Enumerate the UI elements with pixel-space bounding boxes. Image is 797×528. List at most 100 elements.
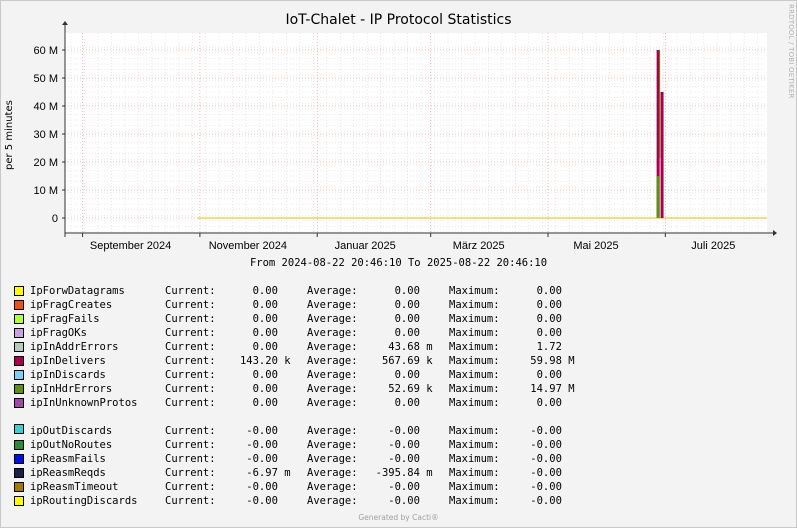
legend-maximum-value: 14.97 M	[505, 383, 575, 395]
legend-average-label: Average:	[307, 439, 358, 451]
generated-by-footer: Generated by Cacti®	[358, 513, 439, 522]
legend-current-value: -6.97 m	[221, 467, 291, 479]
chart-title: IoT-Chalet - IP Protocol Statistics	[285, 12, 512, 28]
x-axis-arrow	[773, 230, 777, 236]
legend-average-value: 0.00	[363, 327, 420, 339]
legend-maximum-label: Maximum:	[449, 481, 500, 493]
legend-series-name: ipOutDiscards	[30, 425, 113, 437]
spike-ipInDelivers	[656, 50, 660, 218]
y-tick-label: 50 M	[34, 73, 58, 85]
legend-current-label: Current:	[165, 327, 216, 339]
x-tick-label: September 2024	[90, 240, 171, 252]
legend-maximum-value: 0.00	[505, 369, 562, 381]
legend-series-name: ipFragCreates	[30, 299, 113, 311]
legend-current-label: Current:	[165, 369, 216, 381]
legend-current-label: Current:	[165, 355, 216, 367]
legend-current-value: 0.00	[221, 369, 278, 381]
legend-swatch	[14, 300, 24, 310]
legend-current-value: -0.00	[221, 495, 278, 507]
legend-average-label: Average:	[307, 313, 358, 325]
legend-average-label: Average:	[307, 369, 358, 381]
x-tick-label: Januar 2025	[335, 240, 396, 252]
legend-current-label: Current:	[165, 425, 216, 437]
legend-current-label: Current:	[165, 383, 216, 395]
legend-maximum-value: -0.00	[505, 425, 562, 437]
legend-average-value: 0.00	[363, 397, 420, 409]
legend-current-label: Current:	[165, 299, 216, 311]
chart-plot: 0 10 M 20 M 30 M 40 M 50 M 60 M September 2024 N…	[34, 21, 777, 252]
legend-current-label: Current:	[165, 341, 216, 353]
legend-maximum-label: Maximum:	[449, 369, 500, 381]
legend-current-label: Current:	[165, 453, 216, 465]
legend-series-name: ipInHdrErrors	[30, 383, 113, 395]
legend-maximum-label: Maximum:	[449, 313, 500, 325]
x-tick-label: November 2024	[209, 240, 287, 252]
legend-maximum-value: -0.00	[505, 439, 562, 451]
legend-maximum-label: Maximum:	[449, 327, 500, 339]
legend-series-name: ipRoutingDiscards	[30, 495, 138, 507]
legend-swatch	[14, 314, 24, 324]
legend-average-label: Average:	[307, 285, 358, 297]
x-tick-label: Mai 2025	[573, 240, 618, 252]
legend-maximum-label: Maximum:	[449, 397, 500, 409]
legend-swatch	[14, 384, 24, 394]
y-tick-label: 60 M	[34, 45, 58, 57]
legend-current-label: Current:	[165, 481, 216, 493]
legend-current-value: 143.20 k	[221, 355, 291, 367]
legend-average-value: 0.00	[363, 299, 420, 311]
legend-maximum-label: Maximum:	[449, 355, 500, 367]
legend-swatch	[14, 398, 24, 408]
legend-maximum-value: 0.00	[505, 313, 562, 325]
legend-average-label: Average:	[307, 467, 358, 479]
legend-swatch	[14, 286, 24, 296]
legend-current-value: 0.00	[221, 383, 278, 395]
legend-maximum-value: -0.00	[505, 481, 562, 493]
legend-series-name: ipInDiscards	[30, 369, 106, 381]
legend-average-value: 0.00	[363, 285, 420, 297]
legend-maximum-value: -0.00	[505, 453, 562, 465]
legend-current-value: 0.00	[221, 299, 278, 311]
legend-current-label: Current:	[165, 467, 216, 479]
legend-maximum-value: 1.72	[505, 341, 562, 353]
legend-average-label: Average:	[307, 355, 358, 367]
spike-ipInDelivers	[660, 92, 664, 218]
legend-series-name: ipReasmReqds	[30, 467, 106, 479]
legend-average-label: Average:	[307, 299, 358, 311]
legend-average-label: Average:	[307, 383, 358, 395]
legend-swatch	[14, 342, 24, 352]
legend-average-label: Average:	[307, 495, 358, 507]
y-tick-label: 10 M	[34, 185, 58, 197]
legend-current-value: 0.00	[221, 285, 278, 297]
legend-maximum-label: Maximum:	[449, 453, 500, 465]
legend-series-name: ipInDelivers	[30, 355, 106, 367]
legend-maximum-label: Maximum:	[449, 439, 500, 451]
rrdtool-credit: RRDTOOL / TOBI OETIKER	[787, 4, 795, 99]
legend-average-value: 0.00	[363, 369, 420, 381]
legend-swatch	[14, 370, 24, 380]
legend-average-label: Average:	[307, 453, 358, 465]
legend-average-value: 52.69 k	[363, 383, 433, 395]
legend-maximum-label: Maximum:	[449, 495, 500, 507]
legend-series-name: ipReasmFails	[30, 453, 106, 465]
legend-maximum-value: -0.00	[505, 467, 562, 479]
legend-series-name: ipReasmTimeout	[30, 481, 119, 493]
legend-maximum-value: 0.00	[505, 285, 562, 297]
legend-average-value: -0.00	[363, 481, 420, 493]
legend-maximum-value: 0.00	[505, 397, 562, 409]
legend-average-value: 567.69 k	[363, 355, 433, 367]
legend-average-label: Average:	[307, 397, 358, 409]
legend-average-value: -0.00	[363, 453, 420, 465]
legend-average-value: -0.00	[363, 425, 420, 437]
legend-average-label: Average:	[307, 341, 358, 353]
legend-series-name: ipInUnknownProtos	[30, 397, 138, 409]
legend-series-name: ipOutNoRoutes	[30, 439, 113, 451]
legend-maximum-value: 0.00	[505, 299, 562, 311]
date-range: From 2024-08-22 20:46:10 To 2025-08-22 2…	[249, 257, 548, 269]
x-tick-label: Juli 2025	[691, 240, 735, 252]
x-tick-label: März 2025	[453, 240, 505, 252]
legend-average-value: -0.00	[363, 439, 420, 451]
legend-series-name: IpForwDatagrams	[30, 285, 125, 297]
y-axis-arrow	[62, 21, 68, 25]
legend-current-label: Current:	[165, 285, 216, 297]
legend-current-value: -0.00	[221, 425, 278, 437]
